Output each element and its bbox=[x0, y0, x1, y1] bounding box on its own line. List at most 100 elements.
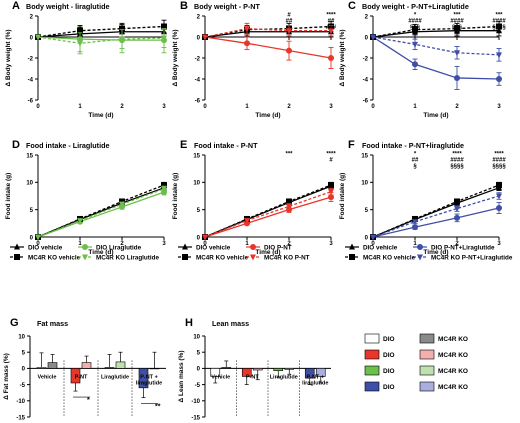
data-point bbox=[286, 28, 292, 35]
x-tick-label: 0 bbox=[371, 241, 375, 247]
key-swatch bbox=[419, 365, 435, 376]
data-point bbox=[35, 34, 41, 41]
panel-title-a: Body weight - liraglutide bbox=[26, 2, 109, 11]
y-tick-label: 2 bbox=[197, 14, 201, 20]
x-tick-label: 0 bbox=[371, 104, 375, 110]
group-label: P-NT + bbox=[306, 374, 324, 380]
significance-label: §§§§ bbox=[492, 164, 506, 170]
series-dio-p-nt bbox=[202, 34, 334, 69]
x-tick-label: 2 bbox=[287, 104, 291, 110]
significance-label: ## bbox=[412, 158, 419, 164]
group-label: P-NT bbox=[246, 374, 259, 380]
data-point bbox=[202, 34, 208, 41]
series-line bbox=[37, 31, 164, 38]
group-label: Vehicle bbox=[38, 374, 57, 380]
significance-label: * bbox=[414, 13, 417, 19]
data-point bbox=[454, 214, 460, 221]
x-tick-label: 3 bbox=[162, 104, 166, 110]
significance-label: ### bbox=[326, 25, 337, 31]
series-mc4r-ko-p-nt bbox=[202, 187, 334, 241]
data-point bbox=[161, 35, 167, 42]
y-tick-label: 2 bbox=[365, 14, 369, 20]
data-point bbox=[328, 182, 334, 189]
series-dio-p-nt-liraglutide bbox=[370, 202, 502, 240]
y-tick-label: 0 bbox=[30, 235, 34, 241]
bar-dio bbox=[104, 367, 115, 369]
y-axis-label: Food intake (g) bbox=[5, 173, 12, 220]
y-tick-label: -15 bbox=[16, 415, 25, 421]
key-swatch bbox=[419, 333, 435, 344]
data-point bbox=[286, 203, 292, 210]
series-line bbox=[372, 207, 500, 238]
x-tick-label: 3 bbox=[162, 241, 166, 247]
data-point bbox=[244, 40, 250, 47]
data-point bbox=[412, 219, 418, 226]
significance-label: #### bbox=[450, 158, 464, 164]
significance-label: #### bbox=[408, 19, 422, 25]
y-axis-label: Food intake (g) bbox=[172, 173, 179, 220]
x-tick-label: 0 bbox=[36, 241, 40, 247]
legend-marker bbox=[82, 254, 88, 261]
legend-marker bbox=[182, 243, 188, 250]
legend-label: DIO vehicle bbox=[363, 244, 398, 251]
group-label: P-NT + bbox=[140, 374, 158, 380]
key-label: DIO bbox=[383, 352, 395, 359]
legend-pnt: DIO vehicle DIO P-NT MC4R KO vehicle MC4R K… bbox=[178, 243, 310, 261]
y-tick-label: -5 bbox=[20, 383, 26, 389]
group-label: Liraglutide bbox=[270, 374, 298, 380]
y-tick-label: -6 bbox=[28, 98, 34, 104]
legend-marker bbox=[417, 244, 423, 250]
x-tick-label: 1 bbox=[78, 104, 82, 110]
group-label: Vehicle bbox=[211, 374, 230, 380]
y-tick-label: 10 bbox=[193, 181, 200, 187]
legend-marker bbox=[82, 244, 88, 250]
series-dio-p-nt bbox=[202, 192, 334, 240]
significance-label: ## bbox=[286, 19, 293, 25]
x-tick-label: 3 bbox=[329, 104, 333, 110]
series-mc4r-ko-liraglutide bbox=[35, 28, 167, 55]
y-tick-label: -10 bbox=[16, 399, 25, 405]
x-axis-label: Time (d) bbox=[88, 112, 113, 119]
significance-label: #### bbox=[492, 19, 506, 25]
significance-label: *** bbox=[495, 13, 503, 19]
data-point bbox=[161, 186, 167, 193]
significance-label: **** bbox=[452, 152, 462, 158]
x-axis-label: Time (d) bbox=[255, 112, 280, 119]
series-mc4r-ko-p-nt-liraglutide bbox=[370, 192, 502, 241]
legend-label: MC4R KO P-NT+Liraglutide bbox=[431, 254, 513, 261]
x-tick-label: 2 bbox=[120, 104, 124, 110]
panel-title-g: Fat mass bbox=[37, 319, 68, 328]
data-point bbox=[161, 23, 167, 30]
group-label: liraglutide bbox=[302, 380, 328, 386]
significance-label: §§§ bbox=[452, 25, 463, 31]
y-tick-label: 0 bbox=[197, 367, 201, 373]
bar-mc4r-ko bbox=[252, 368, 263, 371]
significance-label: # bbox=[329, 158, 333, 164]
y-tick-label: -6 bbox=[195, 98, 201, 104]
significance-label: *** bbox=[453, 13, 461, 19]
data-point bbox=[328, 194, 334, 201]
data-point bbox=[77, 218, 83, 225]
y-tick-label: -5 bbox=[195, 383, 201, 389]
data-point bbox=[119, 25, 125, 32]
y-tick-label: 10 bbox=[26, 181, 33, 187]
x-tick-label: 0 bbox=[36, 104, 40, 110]
data-point bbox=[244, 218, 250, 225]
key-label: MC4R KO bbox=[438, 384, 468, 391]
series-line bbox=[204, 184, 332, 238]
data-point bbox=[412, 61, 418, 68]
data-point bbox=[496, 23, 502, 30]
panel-letter-h: H bbox=[185, 317, 193, 329]
data-point bbox=[370, 34, 376, 41]
key-swatch bbox=[364, 365, 380, 376]
data-point bbox=[77, 40, 83, 47]
bar-mc4r-ko bbox=[221, 367, 232, 369]
x-tick-label: 2 bbox=[455, 104, 459, 110]
y-tick-label: -2 bbox=[363, 56, 369, 62]
legend-label: MC4R KO P-NT bbox=[264, 254, 310, 261]
data-point bbox=[412, 41, 418, 48]
series-line bbox=[204, 36, 332, 59]
significance-label: **** bbox=[326, 13, 336, 19]
x-tick-label: 2 bbox=[287, 241, 291, 247]
